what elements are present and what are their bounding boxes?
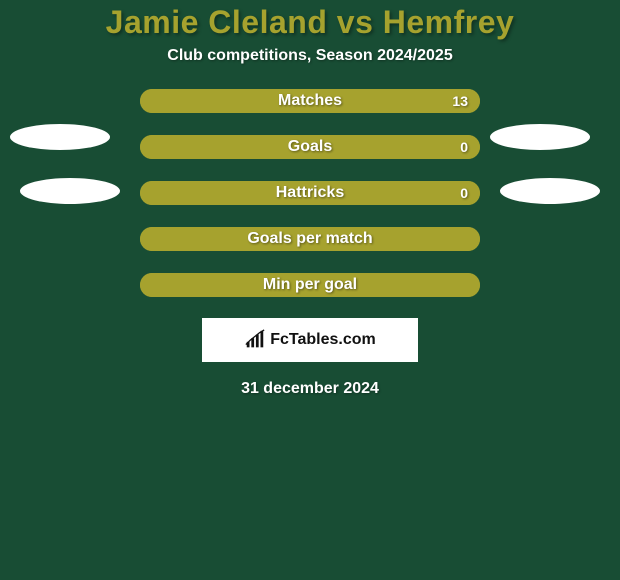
player2-name: Hemfrey [383, 4, 515, 40]
brand-text: FcTables.com [270, 331, 376, 349]
decorative-ellipse [20, 178, 120, 204]
stat-bar-value: 0 [460, 181, 468, 205]
subtitle-text: Club competitions, Season 2024/2025 [0, 47, 620, 65]
stat-bar-row: Min per goal [140, 273, 480, 297]
date-text: 31 december 2024 [0, 380, 620, 398]
stat-bar-value: 0 [460, 135, 468, 159]
decorative-ellipse [500, 178, 600, 204]
decorative-ellipse [490, 124, 590, 150]
stat-bar-label: Matches [140, 89, 480, 113]
comparison-title: Jamie Cleland vs Hemfrey [0, 4, 620, 41]
decorative-ellipse [10, 124, 110, 150]
versus-text: vs [337, 4, 374, 40]
stat-bar-row: Goals per match [140, 227, 480, 251]
player1-name: Jamie Cleland [106, 4, 328, 40]
stat-bar-label: Goals [140, 135, 480, 159]
stat-bar-value: 13 [452, 89, 468, 113]
stat-bar-row: Hattricks0 [140, 181, 480, 205]
stat-bar-row: Goals0 [140, 135, 480, 159]
stat-bar-row: Matches13 [140, 89, 480, 113]
bar-chart-icon [244, 329, 266, 351]
infographic-container: Jamie Cleland vs Hemfrey Club competitio… [0, 0, 620, 580]
stat-bar-label: Goals per match [140, 227, 480, 251]
stat-bar-label: Min per goal [140, 273, 480, 297]
stat-bar-label: Hattricks [140, 181, 480, 205]
brand-badge: FcTables.com [202, 318, 418, 362]
